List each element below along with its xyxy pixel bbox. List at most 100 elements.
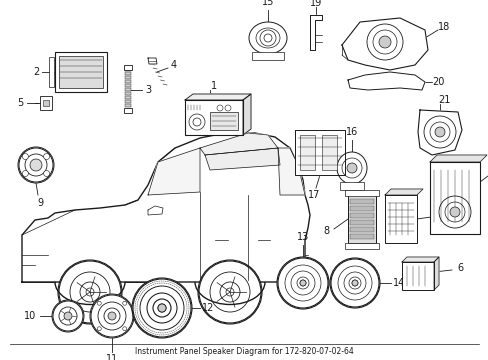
Bar (321, 135, 336, 170)
Bar (349, 220, 373, 225)
Circle shape (18, 147, 54, 183)
Bar (349, 213, 373, 218)
Polygon shape (309, 15, 321, 50)
Bar (384, 195, 416, 243)
Polygon shape (184, 94, 250, 100)
Circle shape (58, 260, 122, 324)
Polygon shape (148, 206, 163, 215)
Circle shape (22, 153, 28, 159)
Circle shape (378, 36, 390, 48)
Circle shape (276, 257, 328, 309)
Circle shape (299, 280, 305, 286)
Circle shape (97, 301, 101, 305)
Text: 1: 1 (210, 81, 217, 91)
Polygon shape (384, 189, 422, 195)
Circle shape (351, 280, 357, 286)
Polygon shape (200, 133, 278, 155)
Text: 2: 2 (33, 67, 39, 77)
Bar (125, 84, 131, 87)
Text: 18: 18 (437, 22, 449, 32)
Text: 21: 21 (437, 95, 449, 105)
Circle shape (108, 312, 116, 320)
Text: 15: 15 (261, 0, 274, 7)
Polygon shape (278, 148, 305, 195)
Bar (349, 199, 373, 204)
Bar (125, 104, 131, 107)
Bar (209, 112, 238, 130)
Bar (40, 96, 52, 110)
Circle shape (346, 163, 356, 173)
Text: 6: 6 (456, 263, 462, 273)
Circle shape (158, 304, 165, 312)
Text: 13: 13 (296, 232, 308, 242)
Circle shape (43, 153, 49, 159)
Bar (349, 227, 373, 232)
Text: 19: 19 (309, 0, 322, 8)
Text: 5: 5 (17, 98, 23, 108)
Polygon shape (22, 133, 309, 282)
Circle shape (225, 288, 234, 296)
Bar (59, 56, 103, 88)
Bar (55, 52, 107, 92)
Circle shape (43, 171, 49, 176)
Circle shape (90, 294, 134, 338)
Polygon shape (433, 257, 438, 290)
Circle shape (97, 327, 101, 331)
Text: 11: 11 (106, 354, 118, 360)
Bar (339, 182, 363, 190)
Bar (345, 190, 378, 196)
Circle shape (64, 312, 72, 320)
Bar (401, 262, 433, 290)
Polygon shape (243, 94, 250, 135)
Bar (125, 72, 131, 75)
Circle shape (122, 301, 126, 305)
Polygon shape (417, 110, 461, 155)
Circle shape (122, 327, 126, 331)
Circle shape (449, 207, 459, 217)
Bar (43, 100, 49, 106)
Text: 8: 8 (322, 226, 328, 236)
Circle shape (22, 171, 28, 176)
Circle shape (132, 278, 192, 338)
Text: 20: 20 (431, 77, 443, 87)
Polygon shape (204, 148, 280, 170)
Bar (125, 92, 131, 95)
Ellipse shape (248, 22, 286, 54)
Text: Instrument Panel Speaker Diagram for 172-820-07-02-64: Instrument Panel Speaker Diagram for 172… (135, 347, 353, 356)
Text: 7: 7 (433, 210, 439, 220)
Circle shape (86, 288, 94, 296)
Ellipse shape (336, 152, 366, 184)
Bar (299, 135, 314, 170)
Polygon shape (148, 148, 200, 195)
Bar (251, 52, 284, 60)
Bar (124, 65, 132, 70)
Circle shape (329, 258, 379, 308)
Polygon shape (341, 18, 427, 70)
Bar (125, 68, 131, 71)
Bar (349, 234, 373, 239)
Bar (124, 108, 132, 113)
Text: 12: 12 (202, 303, 214, 313)
Bar (125, 80, 131, 83)
Bar (125, 100, 131, 103)
Text: 4: 4 (171, 60, 177, 70)
Polygon shape (429, 155, 486, 162)
Text: 10: 10 (24, 311, 36, 321)
Text: 17: 17 (307, 190, 320, 200)
Polygon shape (148, 58, 157, 64)
Circle shape (30, 159, 42, 171)
Bar (345, 243, 378, 249)
Bar (349, 206, 373, 211)
Text: 3: 3 (144, 85, 151, 95)
Bar (347, 195, 375, 243)
Bar (184, 100, 243, 135)
Bar (125, 88, 131, 91)
Text: 16: 16 (345, 127, 357, 137)
Bar (125, 96, 131, 99)
Polygon shape (294, 130, 345, 175)
Circle shape (198, 260, 262, 324)
Polygon shape (347, 72, 424, 90)
Bar (429, 162, 479, 234)
Text: 9: 9 (37, 198, 43, 208)
Text: 14: 14 (392, 278, 404, 288)
